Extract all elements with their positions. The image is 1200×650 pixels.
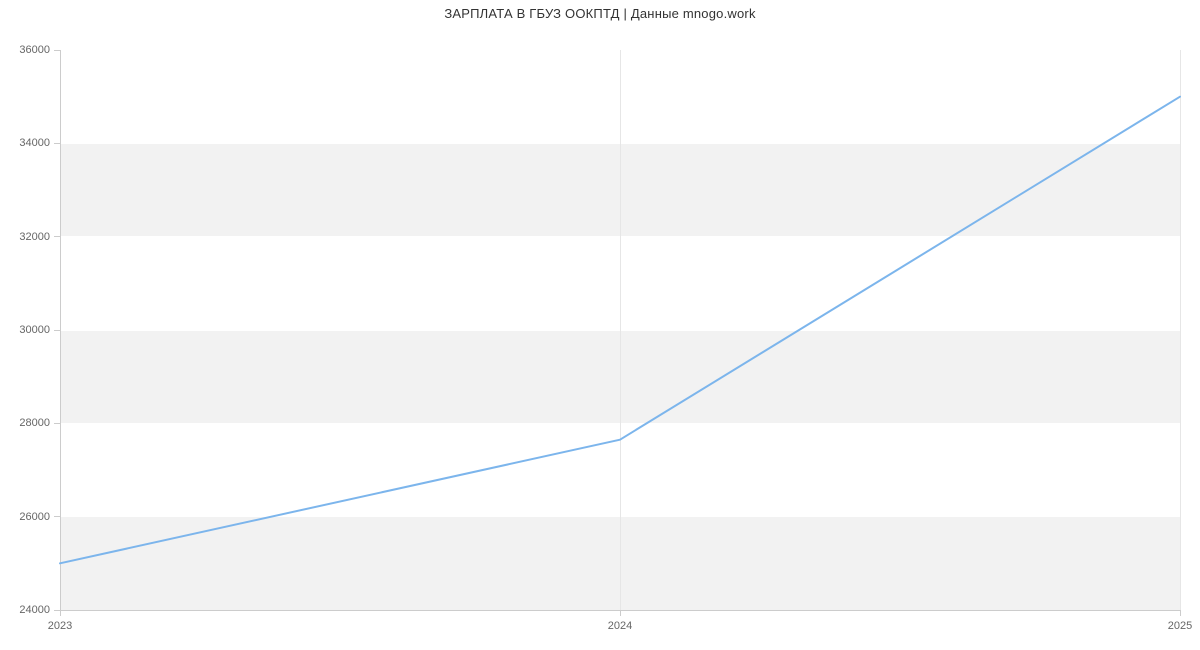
chart-title: ЗАРПЛАТА В ГБУЗ ООКПТД | Данные mnogo.wo…: [0, 6, 1200, 21]
x-tick: [1180, 610, 1181, 616]
x-tick: [620, 610, 621, 616]
line-layer: [60, 50, 1180, 610]
y-tick-label: 30000: [19, 324, 50, 336]
y-tick-label: 24000: [19, 604, 50, 616]
y-tick: [54, 330, 60, 331]
y-tick-label: 32000: [19, 231, 50, 243]
y-tick-label: 36000: [19, 44, 50, 56]
x-tick-label: 2024: [608, 620, 632, 632]
y-tick: [54, 236, 60, 237]
plot-area: [60, 50, 1180, 610]
y-tick-label: 28000: [19, 417, 50, 429]
y-tick: [54, 50, 60, 51]
x-tick-label: 2023: [48, 620, 72, 632]
y-tick-label: 34000: [19, 137, 50, 149]
salary-line-chart: ЗАРПЛАТА В ГБУЗ ООКПТД | Данные mnogo.wo…: [0, 0, 1200, 650]
y-tick-label: 26000: [19, 511, 50, 523]
x-tick: [60, 610, 61, 616]
y-tick: [54, 423, 60, 424]
x-tick-label: 2025: [1168, 620, 1192, 632]
y-tick: [54, 143, 60, 144]
series-line: [60, 97, 1180, 564]
y-tick: [54, 516, 60, 517]
